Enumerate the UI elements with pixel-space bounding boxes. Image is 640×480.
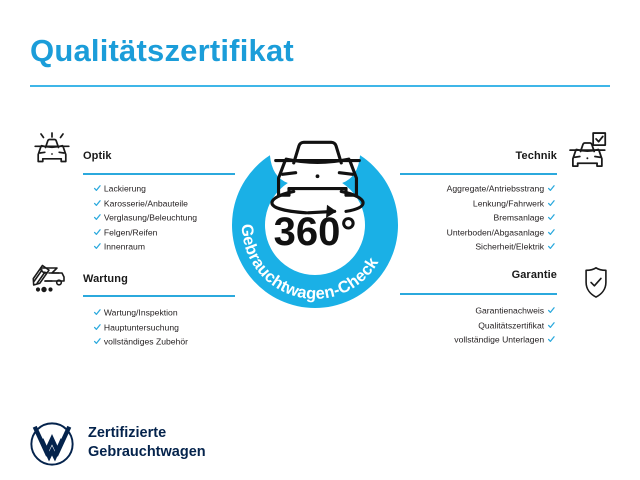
svg-text:360°: 360° [274,210,357,254]
